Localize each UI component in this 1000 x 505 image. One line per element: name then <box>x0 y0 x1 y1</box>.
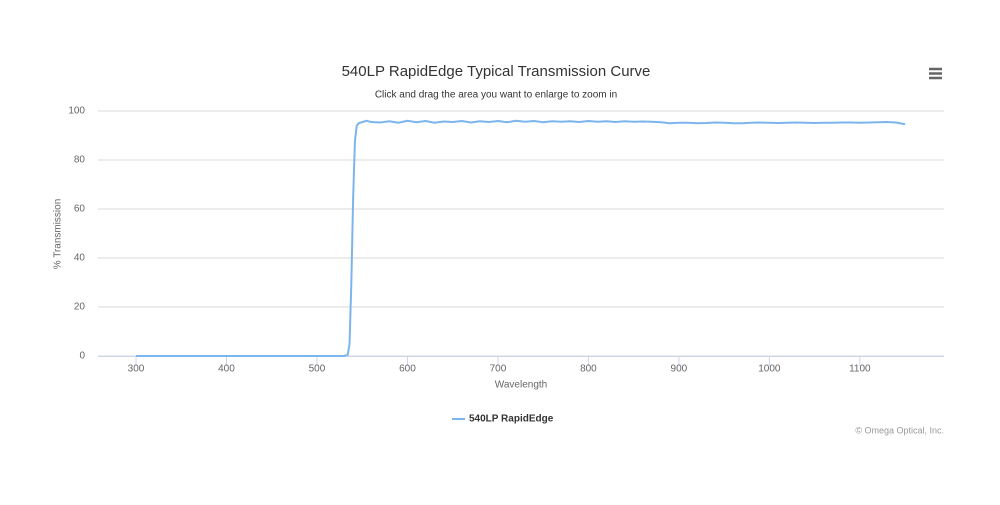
x-tick-label: 900 <box>671 364 688 375</box>
y-axis-title: % Transmission <box>53 199 64 270</box>
x-tick-label: 400 <box>218 364 235 375</box>
x-tick-label: 1100 <box>849 364 871 375</box>
legend: 540LP RapidEdge <box>452 414 554 425</box>
x-tick-label: 800 <box>580 364 597 375</box>
legend-item[interactable]: 540LP RapidEdge <box>452 414 554 425</box>
x-tick-label: 700 <box>490 364 507 375</box>
x-tick-label: 1000 <box>758 364 781 375</box>
menu-button[interactable] <box>922 62 948 84</box>
y-tick-label: 60 <box>74 204 86 215</box>
x-tick-label: 600 <box>399 364 416 375</box>
menu-icon[interactable] <box>929 67 942 80</box>
legend-label[interactable]: 540LP RapidEdge <box>469 414 554 425</box>
chart-title: 540LP RapidEdge Typical Transmission Cur… <box>342 63 651 80</box>
x-tick-label: 300 <box>128 364 145 375</box>
y-tick-label: 100 <box>68 106 85 117</box>
y-tick-label: 20 <box>74 302 86 313</box>
x-tick-label: 500 <box>309 364 326 375</box>
y-tick-label: 0 <box>79 351 85 362</box>
chart-subtitle: Click and drag the area you want to enla… <box>375 90 617 101</box>
data-line <box>136 119 906 357</box>
y-tick-label: 80 <box>74 155 86 166</box>
y-tick-label: 40 <box>74 253 86 264</box>
x-axis-title: Wavelength <box>495 380 547 391</box>
credits: © Omega Optical, Inc. <box>855 425 944 435</box>
